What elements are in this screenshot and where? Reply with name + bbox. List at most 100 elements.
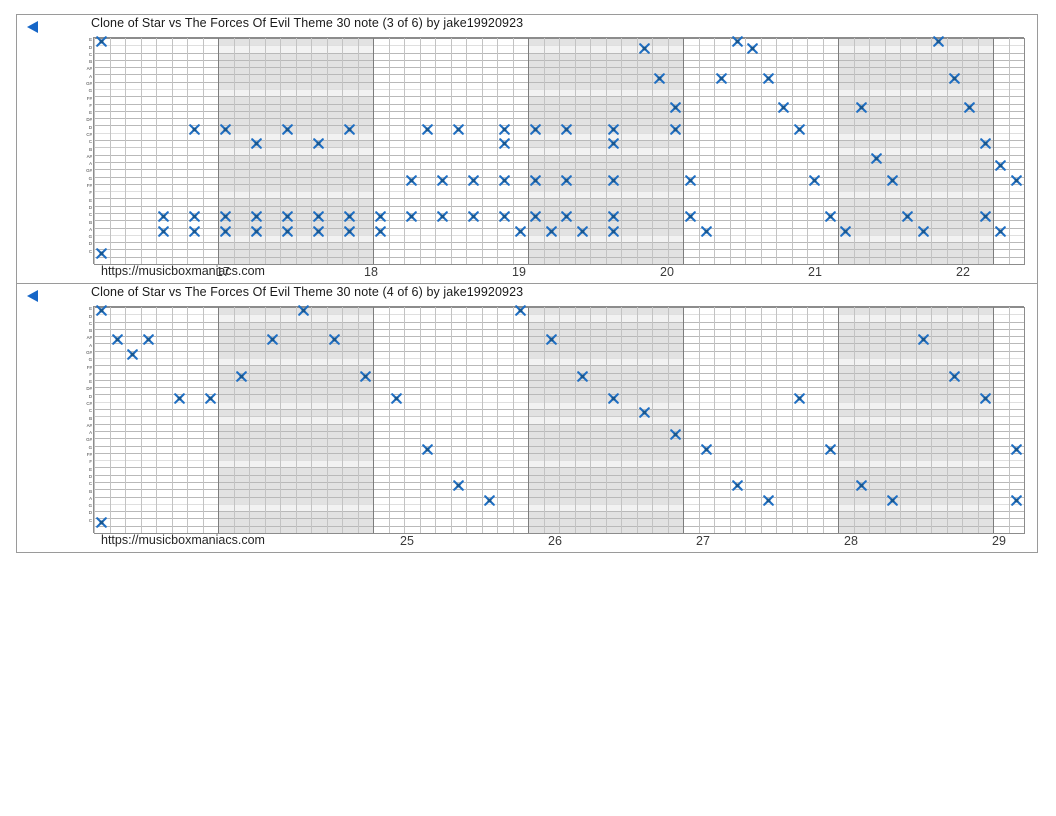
note-marker[interactable] [189, 123, 201, 135]
note-marker[interactable] [824, 211, 836, 222]
note-marker[interactable] [917, 225, 929, 237]
note-marker[interactable] [158, 211, 170, 222]
note-marker[interactable] [669, 429, 681, 440]
note-marker[interactable] [142, 334, 154, 346]
note-marker[interactable] [220, 211, 232, 222]
note-marker[interactable] [809, 174, 821, 186]
note-grid[interactable] [93, 36, 1025, 265]
note-marker[interactable] [530, 123, 542, 135]
note-marker[interactable] [421, 443, 433, 455]
note-marker[interactable] [530, 174, 542, 186]
note-marker[interactable] [282, 225, 294, 237]
note-marker[interactable] [731, 480, 743, 491]
note-marker[interactable] [344, 123, 356, 135]
note-marker[interactable] [793, 123, 805, 135]
note-marker[interactable] [561, 211, 573, 222]
note-marker[interactable] [747, 43, 759, 55]
note-marker[interactable] [607, 225, 619, 237]
note-marker[interactable] [762, 72, 774, 84]
note-marker[interactable] [421, 123, 433, 135]
previous-page-arrow-icon[interactable] [25, 19, 43, 35]
note-marker[interactable] [328, 334, 340, 346]
note-marker[interactable] [824, 443, 836, 455]
note-marker[interactable] [840, 225, 852, 237]
note-marker[interactable] [964, 101, 976, 113]
note-marker[interactable] [282, 123, 294, 135]
note-marker[interactable] [607, 392, 619, 404]
note-marker[interactable] [220, 123, 232, 135]
note-marker[interactable] [979, 211, 991, 222]
note-marker[interactable] [282, 211, 294, 222]
note-marker[interactable] [96, 36, 108, 47]
note-marker[interactable] [499, 211, 511, 222]
note-marker[interactable] [1010, 443, 1022, 455]
note-marker[interactable] [406, 211, 418, 222]
note-marker[interactable] [607, 211, 619, 222]
note-marker[interactable] [1010, 494, 1022, 506]
note-marker[interactable] [607, 138, 619, 150]
note-marker[interactable] [251, 211, 263, 222]
note-marker[interactable] [917, 334, 929, 346]
note-marker[interactable] [933, 36, 945, 47]
note-marker[interactable] [979, 138, 991, 150]
note-marker[interactable] [685, 174, 697, 186]
note-marker[interactable] [313, 225, 325, 237]
note-marker[interactable] [514, 225, 526, 237]
note-marker[interactable] [545, 225, 557, 237]
note-marker[interactable] [111, 334, 123, 346]
note-marker[interactable] [220, 225, 232, 237]
note-marker[interactable] [96, 247, 108, 259]
note-marker[interactable] [499, 174, 511, 186]
note-marker[interactable] [700, 443, 712, 455]
note-marker[interactable] [173, 392, 185, 404]
note-marker[interactable] [561, 174, 573, 186]
note-marker[interactable] [530, 211, 542, 222]
note-marker[interactable] [437, 211, 449, 222]
note-marker[interactable] [778, 101, 790, 113]
note-marker[interactable] [127, 349, 139, 360]
note-marker[interactable] [390, 392, 402, 404]
note-marker[interactable] [886, 174, 898, 186]
note-marker[interactable] [437, 174, 449, 186]
note-marker[interactable] [406, 174, 418, 186]
note-marker[interactable] [375, 225, 387, 237]
note-marker[interactable] [669, 101, 681, 113]
note-marker[interactable] [607, 123, 619, 135]
note-marker[interactable] [654, 72, 666, 84]
note-marker[interactable] [468, 211, 480, 222]
note-marker[interactable] [468, 174, 480, 186]
note-marker[interactable] [499, 123, 511, 135]
note-marker[interactable] [716, 72, 728, 84]
note-marker[interactable] [669, 123, 681, 135]
note-marker[interactable] [855, 480, 867, 491]
note-marker[interactable] [266, 334, 278, 346]
note-marker[interactable] [96, 516, 108, 528]
note-marker[interactable] [576, 225, 588, 237]
note-marker[interactable] [886, 494, 898, 506]
note-marker[interactable] [545, 334, 557, 346]
note-marker[interactable] [483, 494, 495, 506]
note-marker[interactable] [948, 72, 960, 84]
note-marker[interactable] [313, 138, 325, 150]
note-marker[interactable] [452, 123, 464, 135]
note-marker[interactable] [995, 160, 1007, 171]
note-marker[interactable] [499, 138, 511, 150]
note-marker[interactable] [452, 480, 464, 491]
note-marker[interactable] [948, 370, 960, 382]
note-marker[interactable] [638, 43, 650, 55]
note-marker[interactable] [344, 211, 356, 222]
note-marker[interactable] [204, 392, 216, 404]
note-marker[interactable] [793, 392, 805, 404]
note-marker[interactable] [995, 225, 1007, 237]
note-marker[interactable] [375, 211, 387, 222]
note-marker[interactable] [638, 407, 650, 419]
note-marker[interactable] [251, 138, 263, 150]
note-marker[interactable] [235, 370, 247, 382]
note-marker[interactable] [158, 225, 170, 237]
note-marker[interactable] [576, 370, 588, 382]
note-marker[interactable] [297, 305, 309, 316]
note-marker[interactable] [685, 211, 697, 222]
note-marker[interactable] [1010, 174, 1022, 186]
note-marker[interactable] [514, 305, 526, 316]
note-marker[interactable] [731, 36, 743, 47]
